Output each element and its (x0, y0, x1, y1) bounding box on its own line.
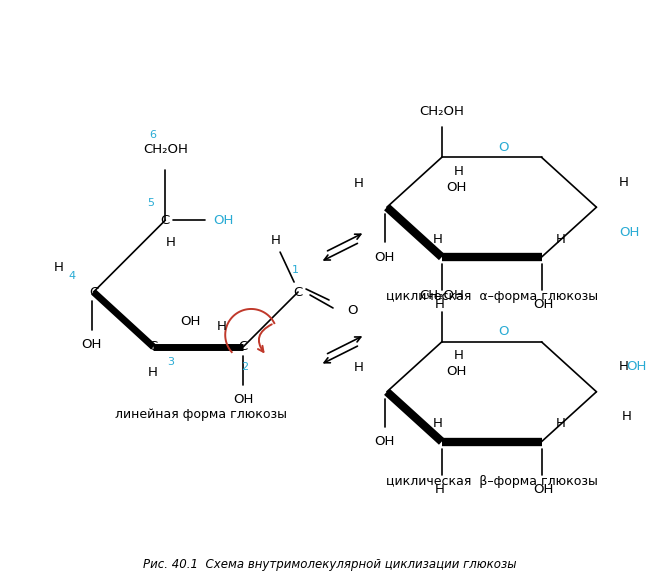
Text: H: H (619, 360, 629, 373)
Text: 2: 2 (242, 362, 249, 372)
Text: OH: OH (533, 483, 554, 496)
Text: OH: OH (233, 393, 253, 406)
Text: O: O (498, 325, 509, 339)
Text: OH: OH (81, 338, 102, 352)
Text: H: H (271, 234, 281, 247)
Text: H: H (354, 177, 364, 190)
Text: H: H (435, 298, 445, 312)
Text: H: H (435, 483, 445, 496)
Text: C: C (149, 340, 158, 353)
Text: C: C (293, 285, 303, 299)
Text: CH₂OH: CH₂OH (419, 105, 464, 118)
Text: O: O (498, 141, 509, 154)
Text: H: H (165, 235, 175, 249)
Text: H: H (354, 362, 364, 375)
Text: 3: 3 (167, 357, 174, 367)
Text: OH: OH (213, 214, 233, 227)
Text: OH: OH (446, 181, 466, 194)
Text: линейная форма глюкозы: линейная форма глюкозы (116, 408, 288, 421)
Text: OH: OH (375, 251, 395, 264)
Text: 1: 1 (292, 265, 299, 275)
Text: H: H (216, 321, 226, 333)
Text: C: C (161, 214, 170, 227)
Text: циклическая  α–форма глюкозы: циклическая α–форма глюкозы (385, 291, 598, 303)
Text: H: H (54, 261, 63, 274)
Text: OH: OH (180, 315, 201, 329)
Text: 6: 6 (149, 130, 156, 140)
Text: H: H (453, 165, 463, 178)
Text: H: H (555, 417, 565, 430)
Text: H: H (619, 176, 629, 189)
Text: H: H (433, 232, 443, 245)
Text: H: H (453, 349, 463, 362)
Text: O: O (347, 305, 358, 318)
Text: 5: 5 (147, 198, 154, 208)
Text: H: H (147, 366, 157, 379)
Text: OH: OH (627, 360, 646, 373)
Text: CH₂OH: CH₂OH (419, 289, 464, 302)
Text: OH: OH (533, 298, 554, 312)
Text: циклическая  β–форма глюкозы: циклическая β–форма глюкозы (386, 475, 598, 488)
Text: H: H (621, 410, 631, 423)
Text: C: C (239, 340, 248, 353)
Text: OH: OH (375, 435, 395, 448)
Text: Рис. 40.1  Схема внутримолекулярной циклизации глюкозы: Рис. 40.1 Схема внутримолекулярной цикли… (143, 558, 517, 571)
Text: H: H (555, 232, 565, 245)
Text: H: H (433, 417, 443, 430)
Text: 4: 4 (68, 271, 75, 281)
Text: OH: OH (446, 365, 466, 378)
Text: C: C (89, 285, 98, 299)
Text: OH: OH (619, 225, 640, 239)
Text: CH₂OH: CH₂OH (143, 143, 188, 156)
